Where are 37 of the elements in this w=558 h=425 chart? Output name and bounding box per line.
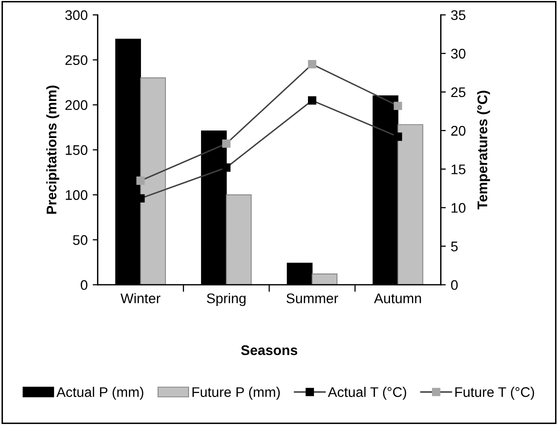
point [136, 176, 145, 185]
legend-label: Actual T (°C) [328, 386, 406, 400]
y-tick-label: 300 [65, 10, 88, 20]
y-tick-label: 0 [80, 280, 88, 290]
y2-tick-label: 30 [451, 48, 466, 59]
bar [140, 77, 166, 285]
legend-label: Actual P (mm) [56, 386, 144, 400]
y2-tick-label: 25 [451, 87, 466, 98]
point [222, 139, 231, 148]
point [308, 60, 316, 68]
point [394, 132, 402, 141]
x-tick-label: Spring [206, 293, 246, 306]
y2-tick-label: 20 [451, 126, 466, 136]
y2-tick-label: 35 [451, 10, 466, 20]
y2-axis-title: Temperatures (°C) [477, 90, 490, 210]
legend-label: Future T (°C) [455, 386, 534, 400]
bar [312, 274, 338, 285]
y-tick-label: 50 [73, 235, 88, 245]
y2-tick-label: 15 [452, 164, 466, 174]
y-tick-label: 100 [66, 190, 88, 200]
y2-tick-label: 5 [451, 242, 458, 252]
y-tick-label: 150 [66, 145, 88, 155]
x-tick-label: Winter [120, 293, 160, 304]
x-axis-title: Seasons [241, 345, 298, 356]
bar [226, 194, 252, 285]
y2-tick-label: 10 [452, 202, 466, 213]
y-tick-label: 250 [65, 55, 88, 66]
y-axis-title: Precipitations (mm) [46, 86, 60, 214]
point [308, 96, 316, 105]
point [222, 163, 231, 172]
point [394, 102, 402, 110]
y2-tick-label: 0 [451, 280, 458, 290]
y-tick-label: 200 [65, 100, 88, 110]
legend-label: Future P (mm) [192, 386, 280, 400]
x-tick-label: Summer [286, 293, 338, 304]
x-tick-label: Autumn [374, 294, 421, 304]
bar [398, 124, 424, 285]
